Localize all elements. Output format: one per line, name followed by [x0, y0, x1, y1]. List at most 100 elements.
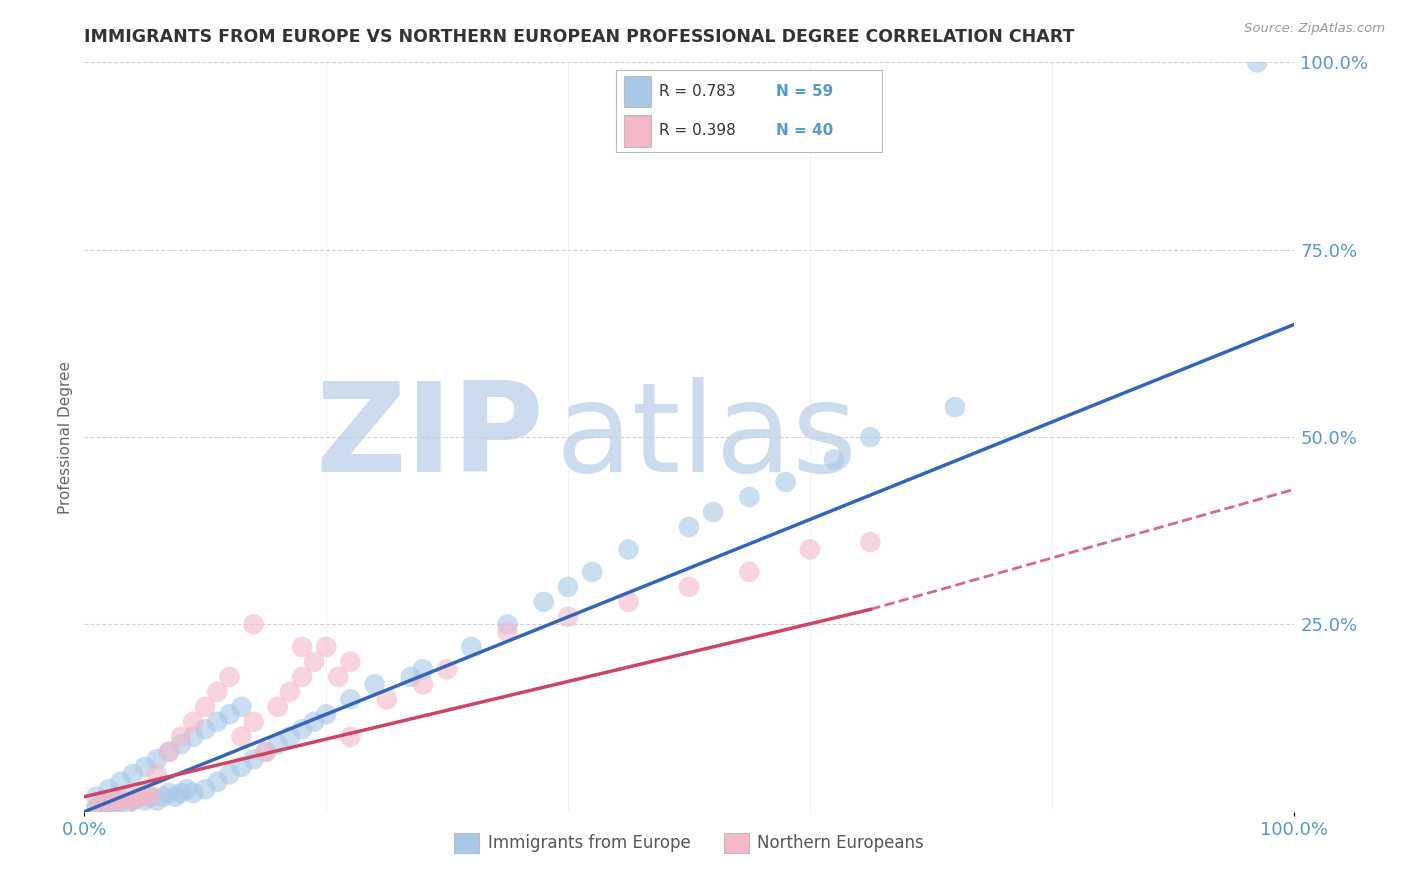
Point: [157, 745, 180, 759]
Point: [91, 797, 114, 812]
Point: [775, 475, 797, 489]
Point: [181, 714, 204, 729]
Point: [110, 793, 132, 807]
Point: [242, 752, 264, 766]
Point: [460, 640, 482, 654]
Point: [231, 730, 253, 744]
Point: [104, 797, 127, 812]
Point: [678, 580, 700, 594]
Point: [328, 670, 350, 684]
Point: [139, 789, 162, 804]
Point: [86, 789, 108, 804]
Point: [267, 737, 290, 751]
Point: [231, 699, 253, 714]
Point: [121, 793, 143, 807]
Point: [339, 730, 361, 744]
Point: [315, 707, 337, 722]
Point: [859, 535, 882, 549]
Point: [218, 707, 240, 722]
Point: [146, 793, 169, 807]
Point: [157, 745, 180, 759]
Point: [134, 793, 156, 807]
Point: [943, 400, 966, 414]
Point: [496, 617, 519, 632]
Text: ZIP: ZIP: [315, 376, 544, 498]
Point: [207, 685, 229, 699]
Point: [146, 752, 169, 766]
Point: [291, 670, 314, 684]
Point: [110, 793, 132, 807]
Point: [194, 782, 217, 797]
Legend: Immigrants from Europe, Northern Europeans: Immigrants from Europe, Northern Europea…: [447, 826, 931, 860]
Text: atlas: atlas: [555, 376, 858, 498]
Point: [254, 745, 277, 759]
Point: [128, 789, 150, 804]
Point: [291, 723, 314, 737]
Point: [339, 655, 361, 669]
Point: [115, 797, 138, 812]
Point: [339, 692, 361, 706]
Point: [121, 793, 143, 807]
Point: [363, 677, 385, 691]
Point: [121, 767, 143, 781]
Point: [91, 797, 114, 812]
Point: [97, 793, 120, 807]
Point: [218, 767, 240, 781]
Point: [207, 774, 229, 789]
Point: [152, 789, 174, 804]
Point: [194, 699, 217, 714]
Point: [823, 452, 845, 467]
Point: [165, 789, 187, 804]
Point: [278, 685, 301, 699]
Point: [859, 430, 882, 444]
Y-axis label: Professional Degree: Professional Degree: [58, 360, 73, 514]
Point: [738, 490, 761, 504]
Point: [104, 797, 127, 812]
Point: [375, 692, 398, 706]
Point: [157, 786, 180, 800]
Point: [218, 670, 240, 684]
Point: [97, 801, 120, 815]
Point: [110, 774, 132, 789]
Point: [207, 714, 229, 729]
Point: [194, 723, 217, 737]
Point: [115, 789, 138, 804]
Point: [581, 565, 603, 579]
Point: [291, 640, 314, 654]
Point: [278, 730, 301, 744]
Text: IMMIGRANTS FROM EUROPE VS NORTHERN EUROPEAN PROFESSIONAL DEGREE CORRELATION CHAR: IMMIGRANTS FROM EUROPE VS NORTHERN EUROP…: [84, 28, 1074, 45]
Point: [678, 520, 700, 534]
Point: [557, 580, 579, 594]
Point: [170, 786, 193, 800]
Point: [242, 617, 264, 632]
Point: [181, 730, 204, 744]
Point: [302, 655, 325, 669]
Point: [146, 767, 169, 781]
Point: [302, 714, 325, 729]
Point: [1246, 55, 1268, 70]
Point: [315, 640, 337, 654]
Point: [738, 565, 761, 579]
Point: [496, 624, 519, 639]
Point: [134, 786, 156, 800]
Point: [533, 595, 555, 609]
Point: [702, 505, 724, 519]
Point: [557, 610, 579, 624]
Point: [170, 730, 193, 744]
Point: [170, 737, 193, 751]
Point: [181, 786, 204, 800]
Point: [139, 789, 162, 804]
Point: [176, 782, 198, 797]
Point: [412, 662, 434, 676]
Point: [799, 542, 821, 557]
Point: [86, 801, 108, 815]
Point: [231, 760, 253, 774]
Point: [97, 782, 120, 797]
Point: [617, 542, 640, 557]
Point: [128, 789, 150, 804]
Point: [134, 760, 156, 774]
Point: [254, 745, 277, 759]
Point: [399, 670, 422, 684]
Text: Source: ZipAtlas.com: Source: ZipAtlas.com: [1244, 22, 1385, 36]
Point: [242, 714, 264, 729]
